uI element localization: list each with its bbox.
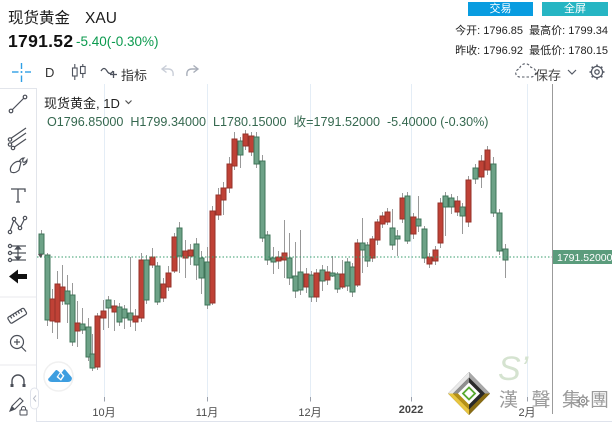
svg-text:1791.52000: 1791.52000 <box>557 252 612 264</box>
